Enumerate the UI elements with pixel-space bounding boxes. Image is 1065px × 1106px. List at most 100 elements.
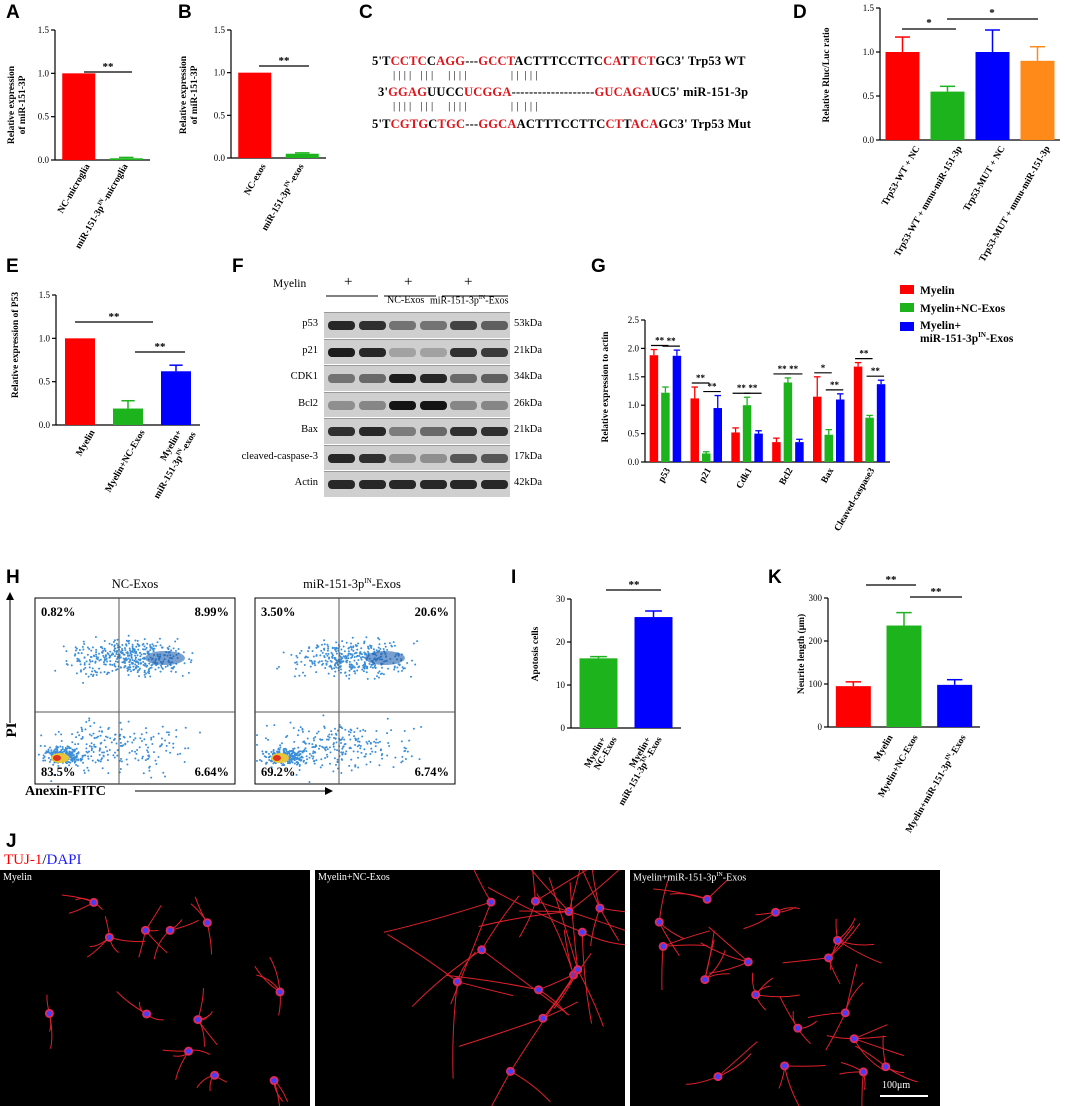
seq-segment: UC5' miR-151-3p [651, 85, 749, 99]
flow-dot [81, 737, 84, 740]
e-bar [161, 371, 191, 425]
flow-dot [316, 644, 319, 647]
flow-dot [152, 735, 155, 738]
flow-dot [347, 730, 350, 733]
flow-dot [375, 738, 378, 741]
flow-dot [333, 646, 336, 649]
flow-dot [357, 642, 360, 645]
flow-dot [146, 749, 149, 752]
flow-dot [327, 647, 330, 650]
flow-dot [329, 664, 332, 667]
flow-dot [378, 764, 381, 767]
flow-dot [340, 758, 343, 761]
wb-band [328, 480, 355, 489]
flow-dot [336, 767, 339, 770]
flow-dot [294, 661, 297, 664]
wb-blot-row [324, 365, 510, 391]
flow-dot [342, 645, 345, 648]
flow-dot [115, 742, 118, 745]
flow-dot [352, 646, 355, 649]
flow-dot [301, 730, 304, 733]
chart-k: Neurite length (μm) 0 100 200 300 ** ** Mye… [796, 574, 980, 835]
flow-dot [143, 673, 146, 676]
flow-dot [103, 671, 106, 674]
neurite [569, 882, 579, 970]
flow-dot [329, 762, 332, 765]
flow-dot [75, 758, 78, 761]
flow-dot [116, 655, 119, 658]
flow-dot [304, 655, 307, 658]
flow-dot [115, 652, 118, 655]
flow-dot [345, 750, 348, 753]
flow-dot [313, 739, 316, 742]
flow-dot [182, 651, 185, 654]
sig-a: ** [103, 61, 115, 73]
flow-dot [348, 673, 351, 676]
flow-dot [296, 663, 299, 666]
flow-dot [102, 649, 105, 652]
nucleus-dapi [479, 947, 485, 953]
flow-dot [382, 673, 385, 676]
flow-dot [70, 758, 73, 761]
flow-title-1: NC-Exos [112, 577, 159, 591]
wb-band [419, 347, 447, 357]
flow-dot [339, 661, 342, 664]
flow-dot [110, 741, 113, 744]
flow-dot [305, 750, 308, 753]
flow-dot [95, 651, 98, 654]
g-bar [824, 434, 833, 462]
flow-dot [169, 751, 172, 754]
flow-dot [54, 748, 57, 751]
seq-segment: --- [465, 54, 479, 68]
wb-group-mir-main: miR-151-3p [430, 295, 479, 307]
neurite [582, 931, 625, 946]
neurite [542, 1001, 579, 1019]
seq-trp53-mut: 5'TCGTGCTGC---GGCAACTTTCCTTCCTTACAGC3' T… [372, 117, 751, 132]
wb-protein-label: Bcl2 [298, 397, 318, 409]
flow-dot [311, 649, 314, 652]
flow-dot [47, 748, 50, 751]
neurite [568, 870, 620, 912]
flow-dot [404, 757, 407, 760]
flow-dot [123, 736, 126, 739]
flow-dot [138, 644, 141, 647]
flow-dot [365, 653, 368, 656]
flow-dot [341, 640, 344, 643]
flow-dot [99, 726, 102, 729]
flow-dot [326, 654, 329, 657]
g-ytick-label: 1.0 [628, 400, 640, 410]
flow-dot [141, 643, 144, 646]
flow-dot [349, 731, 352, 734]
wb-group-mir: miR-151-3pIN-Exos [430, 295, 509, 306]
ylabel-b-1: Relative expression [179, 55, 189, 134]
flow-dot [315, 671, 318, 674]
flow-dot [366, 677, 369, 680]
flow-dot [90, 755, 93, 758]
wb-band [358, 347, 386, 357]
chart-g: Relative expression to actin 0.0 0.5 1.0 1.… [601, 285, 1014, 533]
flow-dot [397, 670, 400, 673]
flow-dot [98, 652, 101, 655]
flow-dot [54, 669, 57, 672]
flow-dot [258, 758, 261, 761]
flow-dot [86, 646, 89, 649]
flow-dot [91, 670, 94, 673]
flow-dot [297, 761, 300, 764]
flow-dot [104, 663, 107, 666]
neurite [109, 936, 146, 943]
seq-segment: GCCT [478, 54, 515, 68]
neurite [853, 1038, 904, 1057]
g-bar [690, 398, 699, 462]
nucleus-dapi [860, 1069, 866, 1075]
flow-dot [49, 752, 52, 755]
flow-dot [139, 655, 142, 658]
flow-dot [302, 759, 305, 762]
flow-dot [113, 639, 116, 642]
flow-dot [148, 769, 151, 772]
flow-dot [128, 663, 131, 666]
sig-i: ** [629, 579, 641, 591]
neurite [825, 1012, 846, 1051]
flow-dot [109, 737, 112, 740]
wb-myelin-label: Myelin [273, 278, 307, 290]
panel-letter-h: H [6, 567, 20, 588]
